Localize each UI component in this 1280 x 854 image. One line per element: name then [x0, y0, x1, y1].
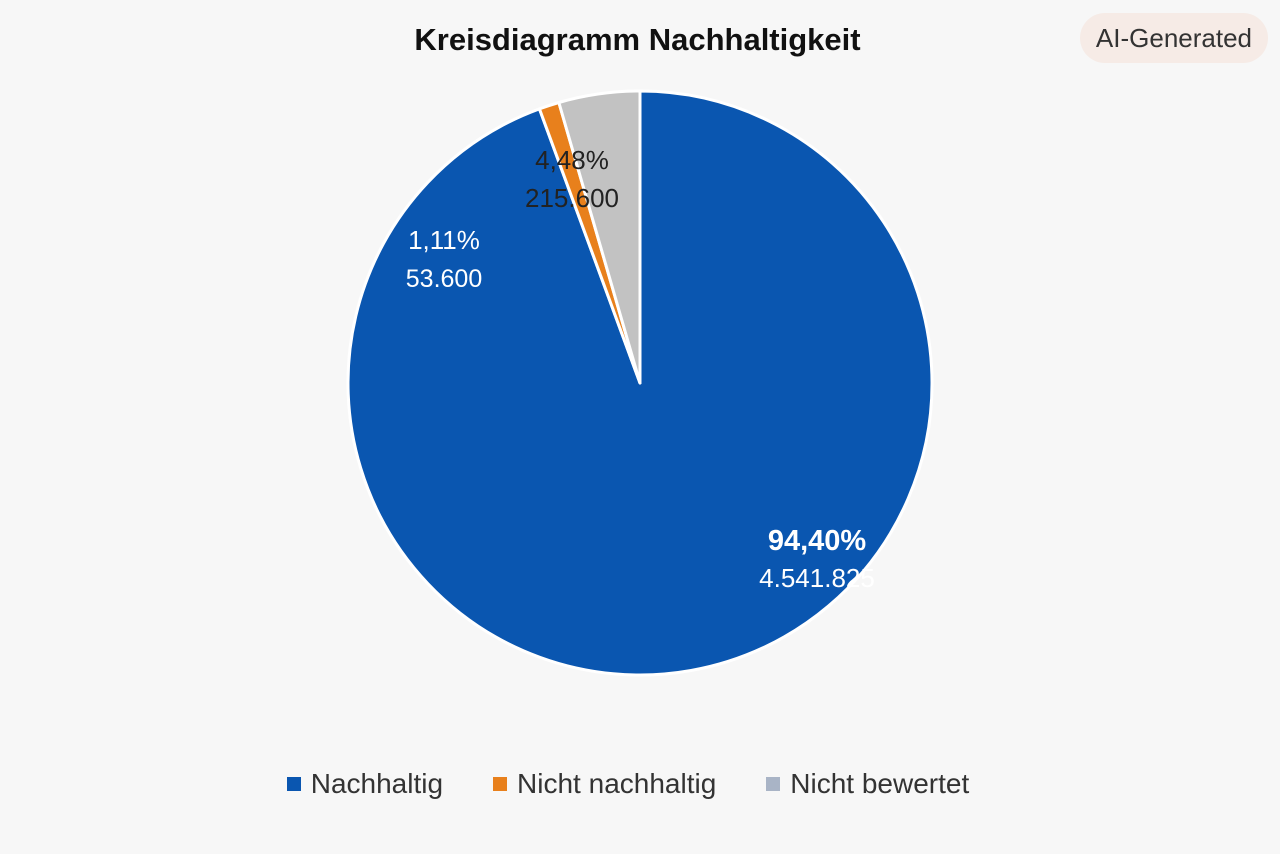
chart-title: Kreisdiagramm Nachhaltigkeit — [414, 22, 861, 57]
percent-label-nicht-nachhaltig: 1,11% — [408, 225, 480, 255]
ai-generated-badge: AI-Generated — [1079, 13, 1268, 63]
percent-label-nachhaltig: 94,40% — [768, 525, 867, 557]
legend-label-nachhaltig: Nachhaltig — [310, 768, 444, 799]
legend-label-nicht-nachhaltig: Nicht nachhaltig — [517, 768, 717, 799]
value-label-nicht-nachhaltig: 53.600 — [406, 265, 482, 293]
value-label-nicht-bewertet: 215.600 — [525, 183, 619, 213]
percent-label-nicht-bewertet: 4,48% — [535, 145, 609, 175]
legend-swatch-nicht-nachhaltig — [493, 777, 508, 791]
chart-legend: Nachhaltig Nicht nachhaltig Nicht bewert… — [0, 768, 1256, 800]
legend-item-nachhaltig: Nachhaltig — [286, 768, 444, 800]
pie-slice-nicht-bewertet — [557, 89, 642, 385]
legend-label-nicht-bewertet: Nicht bewertet — [790, 768, 970, 799]
legend-item-nicht-nachhaltig: Nicht nachhaltig — [493, 768, 716, 800]
legend-item-nicht-bewertet: Nicht bewertet — [766, 768, 969, 800]
value-label-nachhaltig: 4.541.825 — [759, 563, 875, 593]
legend-swatch-nicht-bewertet — [766, 777, 781, 791]
legend-swatch-nachhaltig — [286, 777, 301, 791]
